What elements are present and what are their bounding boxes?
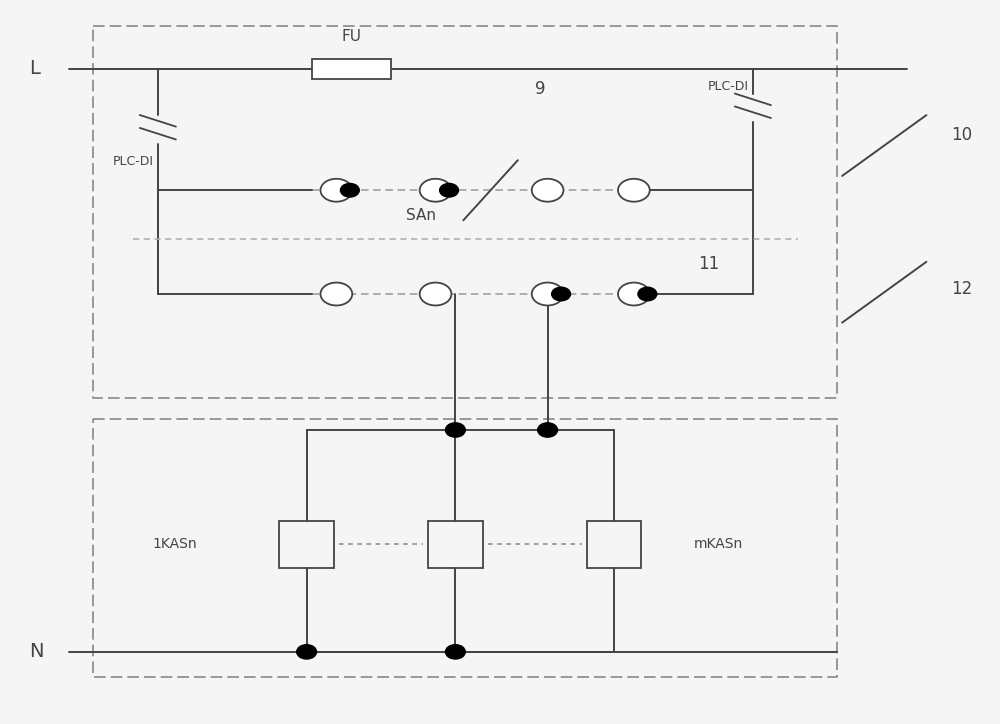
Circle shape	[538, 423, 558, 437]
Text: SAn: SAn	[406, 209, 436, 223]
Circle shape	[440, 183, 458, 197]
Circle shape	[420, 282, 451, 306]
Text: PLC-DI: PLC-DI	[113, 155, 154, 168]
Text: L: L	[29, 59, 40, 78]
Text: 1KASn: 1KASn	[153, 537, 198, 552]
Circle shape	[321, 179, 352, 202]
Text: 10: 10	[951, 126, 972, 144]
Text: 12: 12	[951, 280, 972, 298]
Circle shape	[297, 644, 317, 659]
Bar	[587, 521, 641, 568]
Circle shape	[321, 282, 352, 306]
Text: FU: FU	[341, 28, 361, 43]
Text: mKASn: mKASn	[693, 537, 743, 552]
Text: 11: 11	[698, 255, 720, 273]
Circle shape	[445, 644, 465, 659]
Text: PLC-DI: PLC-DI	[708, 80, 749, 93]
Bar	[279, 521, 334, 568]
Circle shape	[618, 179, 650, 202]
Circle shape	[445, 423, 465, 437]
Circle shape	[552, 287, 571, 300]
Circle shape	[532, 282, 563, 306]
Circle shape	[618, 282, 650, 306]
Text: 9: 9	[535, 80, 545, 98]
Bar	[312, 59, 391, 79]
Circle shape	[340, 183, 359, 197]
Circle shape	[638, 287, 657, 300]
Circle shape	[532, 179, 563, 202]
Bar	[428, 521, 483, 568]
Text: N: N	[29, 642, 43, 661]
Circle shape	[420, 179, 451, 202]
